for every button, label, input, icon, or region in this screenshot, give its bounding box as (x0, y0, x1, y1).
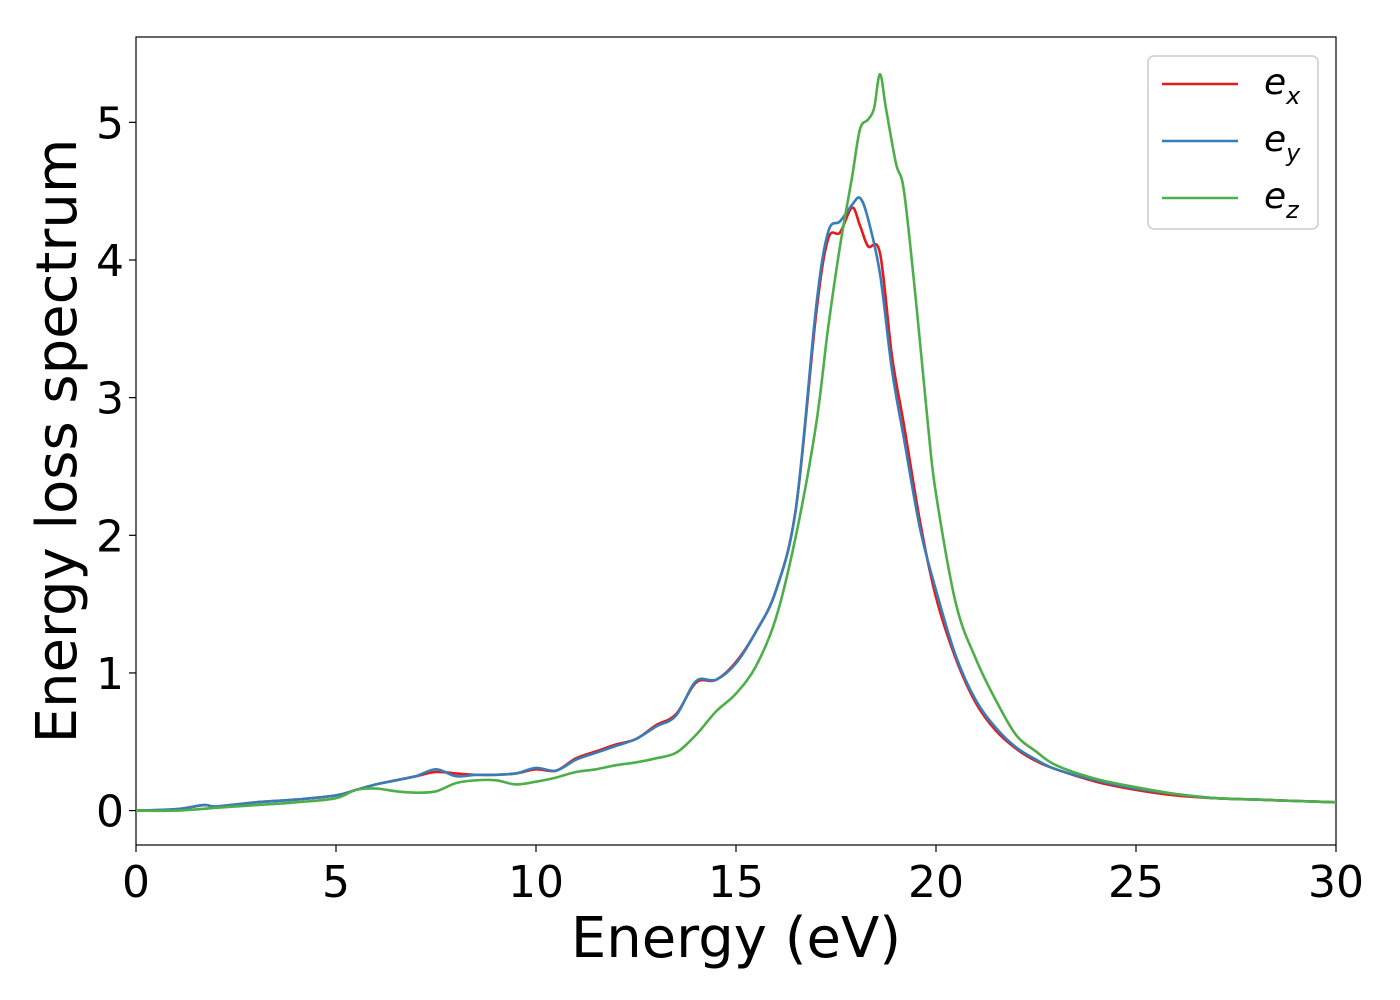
x-axis-label: Energy (eV) (571, 906, 901, 971)
y-tick-label: 3 (96, 374, 124, 425)
x-tick-label: 30 (1308, 857, 1364, 908)
y-tick-label: 5 (96, 98, 124, 149)
tick-layer: 0 5 10 15 20 25 30 0 1 2 3 4 5 (96, 98, 1364, 908)
x-tick-label: 0 (122, 857, 150, 908)
y-tick-label: 1 (96, 649, 124, 700)
x-tick-label: 20 (908, 857, 964, 908)
series-layer (135, 72, 1337, 813)
y-tick-label: 0 (96, 787, 124, 838)
x-tick-label: 25 (1108, 857, 1164, 908)
plot-area (135, 36, 1337, 846)
y-axis-label: Energy loss spectrum (25, 139, 90, 744)
series-line-z (135, 72, 1337, 813)
x-tick-label: 15 (708, 857, 764, 908)
legend-box (1147, 55, 1319, 230)
legend: ex ey ez (1147, 55, 1319, 230)
y-tick-label: 2 (96, 511, 124, 562)
series-line-y (135, 196, 1337, 812)
x-tick-label: 5 (322, 857, 350, 908)
x-tick-label: 10 (508, 857, 564, 908)
legend-label-x: ex (1264, 62, 1301, 110)
y-tick-label: 4 (96, 236, 124, 287)
legend-label-y: ey (1264, 119, 1301, 167)
legend-label-z: ez (1264, 176, 1300, 224)
